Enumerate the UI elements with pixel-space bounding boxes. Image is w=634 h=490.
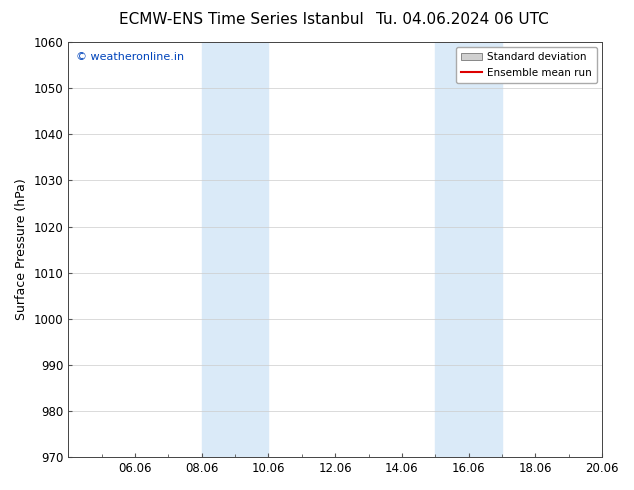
Text: Tu. 04.06.2024 06 UTC: Tu. 04.06.2024 06 UTC xyxy=(377,12,549,27)
Text: ECMW-ENS Time Series Istanbul: ECMW-ENS Time Series Istanbul xyxy=(119,12,363,27)
Bar xyxy=(436,42,502,457)
Legend: Standard deviation, Ensemble mean run: Standard deviation, Ensemble mean run xyxy=(456,47,597,83)
Y-axis label: Surface Pressure (hPa): Surface Pressure (hPa) xyxy=(15,179,28,320)
Text: © weatheronline.in: © weatheronline.in xyxy=(76,52,184,62)
Bar xyxy=(202,42,268,457)
